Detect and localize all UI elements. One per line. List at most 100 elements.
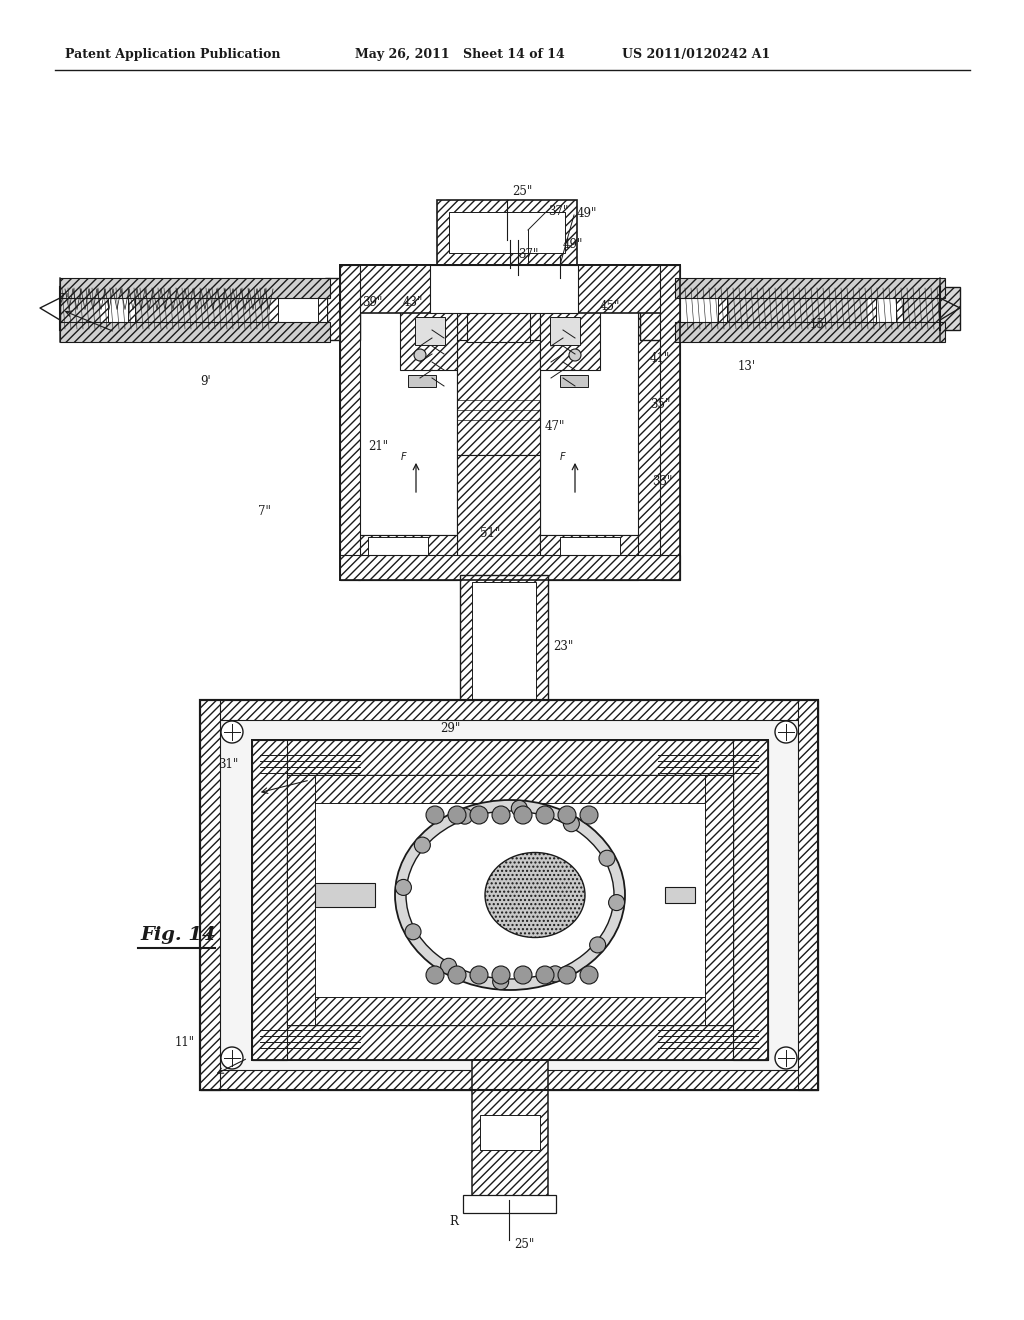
Bar <box>200 1071 818 1090</box>
Circle shape <box>547 966 563 982</box>
Bar <box>358 535 457 579</box>
Circle shape <box>470 807 488 824</box>
Circle shape <box>563 816 580 832</box>
Bar <box>798 700 818 1090</box>
Circle shape <box>514 966 532 983</box>
Text: Fig. 14: Fig. 14 <box>140 927 216 944</box>
Circle shape <box>580 807 598 824</box>
Bar <box>358 310 457 535</box>
Circle shape <box>514 807 532 824</box>
Text: 33": 33" <box>652 475 673 488</box>
Bar <box>437 201 577 265</box>
Bar <box>400 310 457 370</box>
Bar <box>200 700 818 1090</box>
Bar <box>675 322 945 342</box>
Bar <box>325 279 360 341</box>
Circle shape <box>558 807 575 824</box>
Circle shape <box>775 721 797 743</box>
Circle shape <box>457 808 473 824</box>
Circle shape <box>414 348 426 360</box>
Bar <box>252 741 287 1060</box>
Bar <box>287 997 733 1026</box>
Ellipse shape <box>406 810 614 979</box>
Text: 37": 37" <box>518 248 539 261</box>
Bar <box>460 576 548 730</box>
Text: 25": 25" <box>514 1238 535 1251</box>
Bar <box>480 265 520 292</box>
Circle shape <box>511 800 527 816</box>
Circle shape <box>493 974 509 990</box>
Circle shape <box>590 937 605 953</box>
Bar <box>287 775 733 1026</box>
Bar <box>670 282 727 335</box>
Bar <box>665 887 695 903</box>
Text: 47": 47" <box>545 420 565 433</box>
Circle shape <box>406 924 421 940</box>
Bar <box>670 282 727 335</box>
Text: Sheet 14 of 14: Sheet 14 of 14 <box>463 48 565 61</box>
Bar <box>287 775 733 803</box>
Bar <box>60 286 340 330</box>
Bar <box>678 290 718 326</box>
Text: 13': 13' <box>738 360 756 374</box>
Text: 39": 39" <box>362 296 382 309</box>
Text: 29": 29" <box>440 722 460 735</box>
Circle shape <box>608 895 625 911</box>
Bar <box>100 286 135 330</box>
Circle shape <box>580 966 598 983</box>
Bar <box>252 741 768 775</box>
Bar <box>368 537 428 577</box>
Bar <box>340 265 680 313</box>
Circle shape <box>492 807 510 824</box>
Circle shape <box>536 807 554 824</box>
Text: F: F <box>560 451 565 462</box>
Bar <box>270 282 327 335</box>
Text: May 26, 2011: May 26, 2011 <box>355 48 450 61</box>
Bar <box>540 310 638 535</box>
Circle shape <box>449 807 466 824</box>
Ellipse shape <box>485 853 585 937</box>
Bar <box>876 294 896 322</box>
Text: Patent Application Publication: Patent Application Publication <box>65 48 281 61</box>
Bar <box>340 265 360 579</box>
Bar <box>200 700 818 719</box>
Bar <box>408 375 436 387</box>
Text: 25": 25" <box>512 185 532 198</box>
Circle shape <box>221 721 243 743</box>
Bar <box>252 1026 768 1060</box>
Text: 49": 49" <box>577 207 597 220</box>
Bar <box>680 286 961 330</box>
Bar <box>430 265 578 313</box>
Text: 49": 49" <box>563 238 584 251</box>
Bar <box>287 775 315 1026</box>
Text: R: R <box>449 1214 458 1228</box>
Bar <box>868 286 903 330</box>
Text: 7": 7" <box>258 506 271 517</box>
Bar <box>540 535 638 579</box>
Bar <box>675 279 945 298</box>
Text: US 2011/0120242 A1: US 2011/0120242 A1 <box>622 48 770 61</box>
Bar <box>108 294 128 322</box>
Bar <box>340 265 680 579</box>
Text: 7': 7' <box>58 293 69 306</box>
Bar <box>550 317 580 345</box>
Text: 35": 35" <box>650 399 671 411</box>
Bar <box>660 265 680 579</box>
Bar <box>733 741 768 1060</box>
Bar <box>472 582 536 722</box>
Bar <box>200 700 220 1090</box>
Circle shape <box>426 966 444 983</box>
Bar <box>278 290 318 326</box>
Bar <box>560 375 588 387</box>
Bar <box>100 286 135 330</box>
Bar <box>449 213 565 253</box>
Circle shape <box>536 966 554 983</box>
Bar <box>340 265 680 579</box>
Text: 21": 21" <box>368 440 388 453</box>
Circle shape <box>415 837 430 853</box>
Text: 9': 9' <box>200 375 211 388</box>
Circle shape <box>569 348 581 360</box>
Bar <box>480 1115 540 1150</box>
Circle shape <box>449 966 466 983</box>
Text: 45": 45" <box>600 300 621 313</box>
